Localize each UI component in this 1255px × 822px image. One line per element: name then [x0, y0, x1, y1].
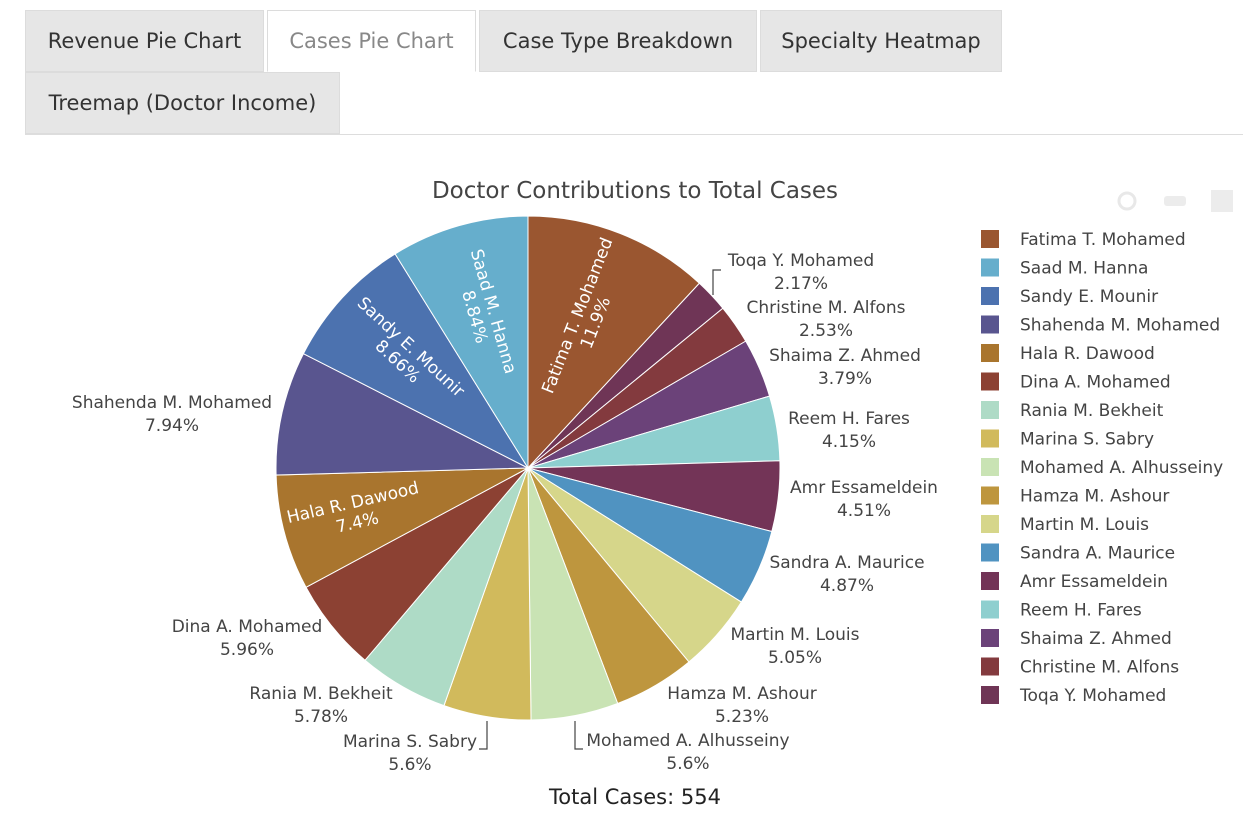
- legend-swatch-shahenda-m-mohamed[interactable]: [981, 315, 999, 334]
- leader-line-mohamed-a-alhusseiny: [574, 721, 583, 750]
- legend-label-toqa-y-mohamed[interactable]: Toqa Y. Mohamed: [1019, 686, 1166, 706]
- pie-slice-hala-r-dawood[interactable]: [275, 467, 529, 588]
- chart-title: Doctor Contributions to Total Cases: [432, 178, 838, 204]
- legend-label-martin-m-louis[interactable]: Martin M. Louis: [1020, 515, 1149, 535]
- total-cases-annotation: Total Cases: 554: [548, 785, 721, 809]
- legend-swatch-hamza-m-ashour[interactable]: [981, 486, 999, 505]
- slice-label-marina-s-sabry: Marina S. Sabry 5.6%: [343, 732, 477, 775]
- slice-label-amr-essameldein: Amr Essameldein 4.51%: [790, 478, 938, 521]
- slice-label-christine-m-alfons: Christine M. Alfons 2.53%: [746, 298, 905, 341]
- legend-swatch-reem-h-fares[interactable]: [981, 600, 999, 619]
- legend-label-amr-essameldein[interactable]: Amr Essameldein: [1020, 572, 1168, 592]
- slice-label-sandra-a-maurice: Sandra A. Maurice 4.87%: [769, 553, 924, 596]
- tab-case-type-breakdown[interactable]: Case Type Breakdown: [479, 10, 757, 72]
- tab-label: Cases Pie Chart: [289, 29, 454, 53]
- slice-label-dina-a-mohamed: Dina A. Mohamed 5.96%: [172, 617, 323, 660]
- legend-swatch-dina-a-mohamed[interactable]: [981, 372, 999, 391]
- legend-label-christine-m-alfons[interactable]: Christine M. Alfons: [1020, 658, 1179, 678]
- slice-label-toqa-y-mohamed: Toqa Y. Mohamed 2.17%: [727, 251, 874, 294]
- tab-label: Treemap (Doctor Income): [48, 91, 317, 115]
- leader-line-toqa-y-mohamed: [712, 269, 721, 295]
- legend-label-sandra-a-maurice[interactable]: Sandra A. Maurice: [1020, 544, 1175, 564]
- legend-label-saad-m-hanna[interactable]: Saad M. Hanna: [1020, 259, 1148, 279]
- tab-treemap-doctor-income[interactable]: Treemap (Doctor Income): [25, 72, 340, 134]
- legend-swatch-hala-r-dawood[interactable]: [981, 344, 999, 362]
- pie-slice-saad-m-hanna[interactable]: [394, 215, 529, 470]
- legend-swatch-sandra-a-maurice[interactable]: [981, 543, 999, 562]
- tag-icon[interactable]: [1164, 196, 1186, 206]
- legend-label-shaima-z-ahmed[interactable]: Shaima Z. Ahmed: [1020, 629, 1172, 649]
- slice-label-hamza-m-ashour: Hamza M. Ashour 5.23%: [667, 684, 816, 727]
- legend-label-hamza-m-ashour[interactable]: Hamza M. Ashour: [1020, 487, 1169, 507]
- legend-swatch-christine-m-alfons[interactable]: [981, 657, 999, 676]
- legend-swatch-rania-m-bekheit[interactable]: [981, 401, 999, 419]
- tab-label: Specialty Heatmap: [781, 29, 981, 53]
- legend-label-fatima-t-mohamed[interactable]: Fatima T. Mohamed: [1020, 230, 1186, 250]
- legend-label-rania-m-bekheit[interactable]: Rania M. Bekheit: [1020, 401, 1164, 421]
- bar-chart-icon[interactable]: [1211, 190, 1233, 212]
- slice-label-reem-h-fares: Reem H. Fares 4.15%: [788, 409, 910, 452]
- legend-label-dina-a-mohamed[interactable]: Dina A. Mohamed: [1020, 373, 1171, 393]
- legend-swatch-martin-m-louis[interactable]: [981, 515, 999, 533]
- pie-slice-shahenda-m-mohamed[interactable]: [275, 352, 529, 476]
- legend-label-reem-h-fares[interactable]: Reem H. Fares: [1020, 601, 1142, 621]
- legend-swatch-sandy-e-mounir[interactable]: [981, 287, 999, 305]
- legend-swatch-toqa-y-mohamed[interactable]: [981, 686, 999, 704]
- tab-label: Revenue Pie Chart: [47, 29, 242, 53]
- legend-swatch-mohamed-a-alhusseiny[interactable]: [981, 458, 999, 476]
- legend-label-marina-s-sabry[interactable]: Marina S. Sabry: [1020, 430, 1154, 450]
- tab-revenue-pie-chart[interactable]: Revenue Pie Chart: [25, 10, 264, 72]
- legend-label-hala-r-dawood[interactable]: Hala R. Dawood: [1020, 344, 1155, 364]
- leader-line-marina-s-sabry: [479, 721, 488, 750]
- tab-label: Case Type Breakdown: [502, 29, 734, 53]
- tab-cases-pie-chart[interactable]: Cases Pie Chart: [267, 10, 476, 72]
- legend-swatch-marina-s-sabry[interactable]: [981, 429, 999, 448]
- slice-label-shahenda-m-mohamed: Shahenda M. Mohamed 7.94%: [72, 393, 272, 436]
- camera-icon[interactable]: [1117, 191, 1137, 211]
- slice-label-mohamed-a-alhusseiny: Mohamed A. Alhusseiny 5.6%: [586, 731, 789, 774]
- legend-swatch-shaima-z-ahmed[interactable]: [981, 629, 999, 647]
- legend-label-sandy-e-mounir[interactable]: Sandy E. Mounir: [1020, 287, 1158, 307]
- legend-swatch-saad-m-hanna[interactable]: [981, 258, 999, 277]
- tab-underline: [25, 134, 1243, 135]
- tab-specialty-heatmap[interactable]: Specialty Heatmap: [760, 10, 1002, 72]
- legend-label-shahenda-m-mohamed[interactable]: Shahenda M. Mohamed: [1020, 316, 1220, 336]
- slice-label-martin-m-louis: Martin M. Louis 5.05%: [730, 625, 859, 668]
- legend-swatch-amr-essameldein[interactable]: [981, 572, 999, 590]
- legend-label-mohamed-a-alhusseiny[interactable]: Mohamed A. Alhusseiny: [1020, 458, 1223, 478]
- slice-label-shaima-z-ahmed: Shaima Z. Ahmed 3.79%: [769, 346, 921, 389]
- slice-label-rania-m-bekheit: Rania M. Bekheit 5.78%: [249, 684, 393, 727]
- legend-swatch-fatima-t-mohamed[interactable]: [981, 230, 999, 248]
- pie-slice-fatima-t-mohamed[interactable]: [527, 215, 701, 470]
- pie-slice-sandy-e-mounir[interactable]: [302, 253, 530, 470]
